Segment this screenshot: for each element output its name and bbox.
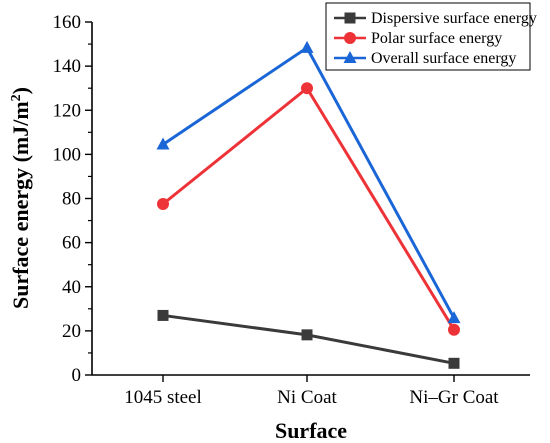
legend-label: Dispersive surface energy [371,10,537,27]
series-square [157,309,460,369]
legend-marker-square [344,12,356,24]
x-tick-label: Ni Coat [277,387,337,408]
y-tick-label: 0 [72,365,82,386]
y-tick-label: 80 [62,189,81,210]
y-tick-label: 60 [62,233,81,254]
y-tick-label: 40 [62,277,81,298]
legend-entry: Overall surface energy [334,50,516,67]
y-axis-title-close: ) [8,87,33,94]
x-axis-title: Surface [275,418,347,443]
data-point-square [157,309,169,321]
plot-frame [91,22,530,376]
legend: Dispersive surface energy Polar surface e… [325,2,537,71]
series-circle [157,82,460,336]
data-point-circle [301,82,313,95]
y-axis-title-superscript: 2 [9,94,24,101]
series-line [162,85,456,331]
legend-entry: Polar surface energy [334,30,502,47]
legend-box [325,2,531,71]
data-point-triangle [156,137,170,150]
x-axis-ticks: 1045 steel Ni Coat Ni–Gr Coat [124,375,499,408]
series-layer [156,40,461,369]
data-point-circle [448,323,460,336]
legend-marker-triangle [343,51,357,63]
data-point-circle [157,198,169,211]
y-axis-title-main: Surface energy (mJ/m [8,101,33,309]
legend-items: Dispersive surface energy Polar surface e… [334,10,537,67]
y-tick-label: 100 [53,144,82,165]
y-axis-title: Surface energy (mJ/m2) [8,87,33,309]
data-point-square [301,329,313,341]
y-tick-label: 160 [53,12,82,33]
data-point-triangle [300,40,314,53]
y-tick-label: 120 [53,100,82,121]
y-tick-label: 140 [53,56,82,77]
x-tick-label: Ni–Gr Coat [409,387,499,408]
y-axis-ticks: 0 20 40 60 80 100 120 140 160 [53,12,92,386]
legend-label: Overall surface energy [371,50,516,67]
x-tick-label: 1045 steel [124,387,202,408]
legend-label: Polar surface energy [371,30,502,47]
y-tick-label: 20 [62,321,81,342]
series-triangle [156,40,461,324]
legend-entry: Dispersive surface energy [334,10,537,27]
data-point-triangle [447,311,461,324]
data-point-square [448,357,460,369]
legend-marker-circle [344,32,356,44]
